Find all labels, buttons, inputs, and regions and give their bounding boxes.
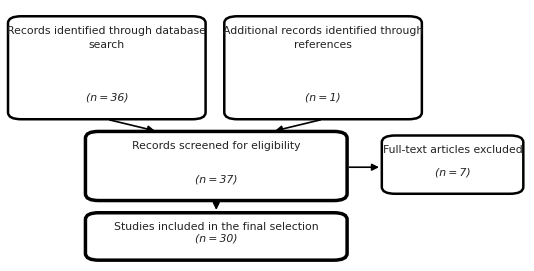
FancyBboxPatch shape xyxy=(382,136,523,194)
Text: search: search xyxy=(89,40,125,50)
FancyBboxPatch shape xyxy=(85,131,347,201)
Text: Studies included in the final selection: Studies included in the final selection xyxy=(114,222,319,232)
FancyBboxPatch shape xyxy=(224,16,422,119)
Text: references: references xyxy=(294,40,352,50)
Text: (n = 1): (n = 1) xyxy=(305,93,341,103)
Text: Records screened for eligibility: Records screened for eligibility xyxy=(132,141,301,151)
FancyBboxPatch shape xyxy=(85,213,347,260)
Text: Additional records identified through: Additional records identified through xyxy=(223,26,423,36)
Text: Full-text articles excluded: Full-text articles excluded xyxy=(383,145,522,155)
Text: (n = 36): (n = 36) xyxy=(85,93,128,103)
FancyBboxPatch shape xyxy=(8,16,206,119)
Text: (n = 30): (n = 30) xyxy=(195,234,238,244)
Text: (n = 7): (n = 7) xyxy=(435,167,470,178)
Text: (n = 37): (n = 37) xyxy=(195,174,238,184)
Text: Records identified through database: Records identified through database xyxy=(7,26,206,36)
